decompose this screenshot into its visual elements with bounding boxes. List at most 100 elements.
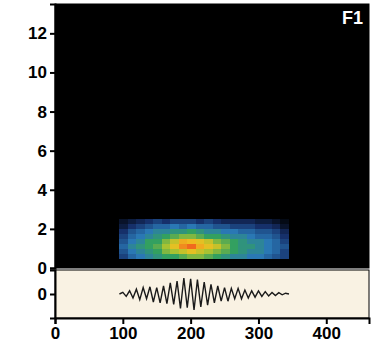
heatmap-cell bbox=[179, 219, 188, 224]
tick: 4 bbox=[38, 181, 55, 200]
heatmap-cell bbox=[272, 253, 281, 258]
heatmap-cell bbox=[280, 239, 289, 244]
heatmap-cell bbox=[264, 229, 273, 234]
heatmap-cell bbox=[196, 244, 205, 249]
tick: 200 bbox=[177, 318, 205, 343]
heatmap-cell bbox=[136, 234, 145, 239]
heatmap-cell bbox=[179, 229, 188, 234]
heatmap-cell bbox=[221, 244, 230, 249]
tick: 0 bbox=[51, 318, 60, 343]
heatmap-cell bbox=[272, 219, 281, 224]
heatmap-cell bbox=[213, 253, 222, 258]
heatmap-cell bbox=[136, 219, 145, 224]
heatmap-cell bbox=[280, 248, 289, 253]
heatmap-cell bbox=[213, 219, 222, 224]
heatmap-cell bbox=[221, 224, 230, 229]
heatmap-cell bbox=[170, 229, 179, 234]
heatmap-cell bbox=[230, 248, 239, 253]
axis-line bbox=[50, 271, 56, 319]
heatmap-cell bbox=[221, 248, 230, 253]
heatmap-cell bbox=[213, 248, 222, 253]
heatmap-cell bbox=[162, 253, 171, 258]
tick: 0 bbox=[38, 259, 55, 278]
heatmap-cell bbox=[196, 239, 205, 244]
heatmap-cell bbox=[128, 219, 137, 224]
heatmap-cell bbox=[230, 244, 239, 249]
heatmap-cell bbox=[128, 248, 137, 253]
heatmap-cell bbox=[247, 219, 256, 224]
chart: 024681012F100100200300400 bbox=[0, 0, 373, 354]
heatmap-cell bbox=[153, 229, 162, 234]
heatmap-cell bbox=[264, 253, 273, 258]
heatmap-cell bbox=[128, 234, 137, 239]
heatmap-cell bbox=[264, 244, 273, 249]
heatmap-cell bbox=[230, 229, 239, 234]
heatmap-cell bbox=[280, 253, 289, 258]
heatmap-cell bbox=[162, 248, 171, 253]
heatmap-cell bbox=[119, 248, 128, 253]
heatmap-cell bbox=[272, 224, 281, 229]
heatmap-cell bbox=[119, 224, 128, 229]
panel-label: F1 bbox=[342, 8, 363, 28]
waveform-background bbox=[55, 270, 369, 318]
y-axis: 0 bbox=[38, 271, 56, 319]
heatmap-cell bbox=[247, 234, 256, 239]
x-axis: 0100200300400 bbox=[51, 318, 370, 343]
heatmap-cell bbox=[187, 224, 196, 229]
heatmap-cell bbox=[179, 244, 188, 249]
tick: 0 bbox=[38, 285, 55, 304]
plot-background bbox=[55, 4, 369, 268]
heatmap-cell bbox=[196, 229, 205, 234]
heatmap-cell bbox=[213, 224, 222, 229]
plot-area bbox=[119, 219, 289, 258]
y-tick-label: 10 bbox=[28, 63, 47, 82]
tick: 6 bbox=[38, 142, 55, 161]
heatmap-cell bbox=[247, 244, 256, 249]
tick-mark bbox=[50, 33, 55, 35]
heatmap-cell bbox=[280, 224, 289, 229]
heatmap-cell bbox=[170, 219, 179, 224]
heatmap-cell bbox=[145, 244, 154, 249]
heatmap-cell bbox=[187, 219, 196, 224]
y-tick-label: 0 bbox=[38, 259, 47, 278]
heatmap-cell bbox=[238, 219, 247, 224]
heatmap-cell bbox=[196, 253, 205, 258]
heatmap-cell bbox=[162, 229, 171, 234]
heatmap-cell bbox=[255, 224, 264, 229]
heatmap-cell bbox=[153, 224, 162, 229]
heatmap-cell bbox=[255, 219, 264, 224]
heatmap-cell bbox=[247, 248, 256, 253]
heatmap-cell bbox=[230, 253, 239, 258]
heatmap-cell bbox=[170, 224, 179, 229]
heatmap-cell bbox=[136, 244, 145, 249]
tick-mark bbox=[50, 268, 55, 270]
heatmap-cell bbox=[153, 253, 162, 258]
heatmap-cell bbox=[145, 219, 154, 224]
heatmap-cell bbox=[213, 229, 222, 234]
heatmap-cell bbox=[221, 253, 230, 258]
heatmap-cell bbox=[145, 248, 154, 253]
heatmap-cell bbox=[280, 234, 289, 239]
heatmap-cell bbox=[255, 239, 264, 244]
tick-mark bbox=[50, 150, 55, 152]
heatmap-cell bbox=[162, 239, 171, 244]
heatmap-cell bbox=[187, 253, 196, 258]
heatmap-cell bbox=[119, 219, 128, 224]
heatmap-cell bbox=[187, 234, 196, 239]
heatmap-cell bbox=[204, 219, 213, 224]
heatmap-cell bbox=[128, 239, 137, 244]
heatmap-cell bbox=[128, 224, 137, 229]
heatmap-cell bbox=[145, 253, 154, 258]
heatmap-cell bbox=[136, 229, 145, 234]
heatmap-cell bbox=[264, 234, 273, 239]
heatmap-cell bbox=[179, 234, 188, 239]
heatmap-cell bbox=[204, 239, 213, 244]
heatmap-cell bbox=[162, 219, 171, 224]
heatmap-cell bbox=[221, 239, 230, 244]
heatmap-cell bbox=[213, 234, 222, 239]
heatmap-cell bbox=[204, 229, 213, 234]
heatmap-cell bbox=[196, 248, 205, 253]
heatmap-cell bbox=[179, 239, 188, 244]
heatmap-cell bbox=[162, 244, 171, 249]
heatmap-cell bbox=[170, 248, 179, 253]
